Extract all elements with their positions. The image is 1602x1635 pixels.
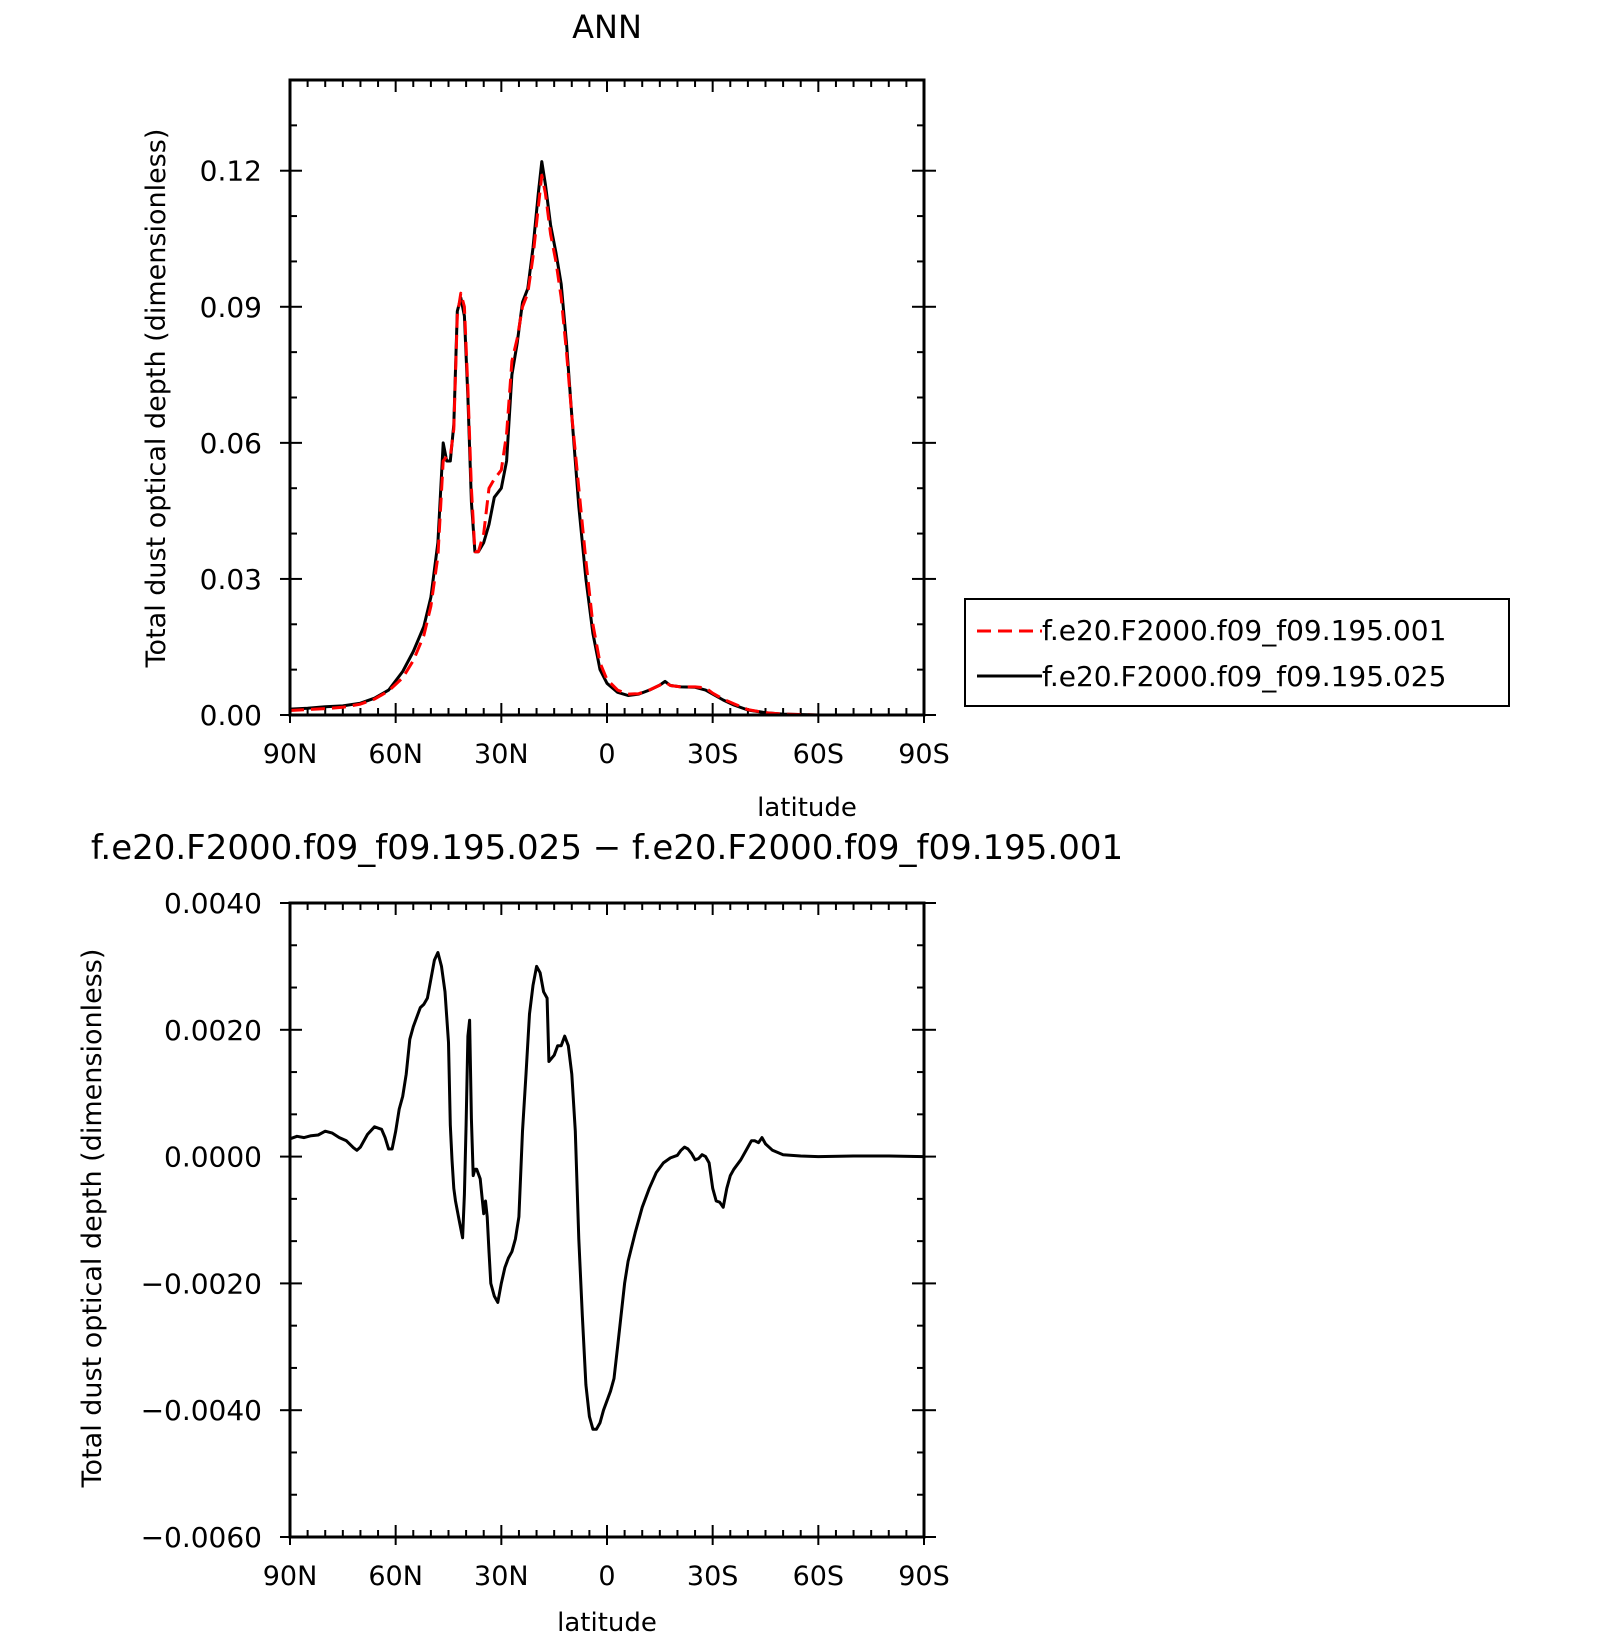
top-x-axis-label: latitude — [757, 793, 857, 823]
bottom-y-tick-label: 0.0020 — [164, 1014, 262, 1047]
top-y-tick-label: 0.06 — [200, 427, 262, 460]
legend-box — [964, 598, 1510, 707]
top-x-tick-label: 30N — [474, 739, 529, 770]
bottom-y-tick-label: 0.0000 — [164, 1141, 262, 1174]
bottom-x-axis-label: latitude — [557, 1608, 657, 1635]
bottom-x-tick-label: 90N — [263, 1561, 318, 1592]
top-series-line-0 — [289, 173, 924, 717]
bottom-x-tick-labels: 90N 60N 30N 0 30S 60S 90S — [263, 1561, 950, 1592]
bottom-x-tick-label: 30N — [474, 1561, 529, 1592]
top-chart-title: ANN — [572, 8, 642, 46]
bottom-y-tick-label: −0.0020 — [141, 1267, 262, 1300]
top-panel: ANN 0.00 0.03 0.06 0.09 0.12 90N 60N 30N 0 30S 60… — [141, 8, 1510, 823]
bottom-series-line-0 — [289, 951, 925, 1431]
bottom-chart-title: f.e20.F2000.f09_f09.195.025 − f.e20.F200… — [91, 828, 1123, 868]
top-y-tick-label: 0.09 — [200, 291, 262, 324]
top-y-axis-label: Total dust optical depth (dimensionless) — [141, 129, 172, 669]
top-x-tick-label: 60N — [368, 739, 423, 770]
bottom-series-group — [289, 951, 925, 1431]
bottom-y-axis-label: Total dust optical depth (dimensionless) — [77, 949, 108, 1489]
top-y-tick-label: 0.03 — [200, 563, 262, 596]
top-y-tick-label: 0.12 — [200, 155, 262, 188]
top-series-line-1 — [289, 160, 924, 717]
legend: f.e20.F2000.f09_f09.195.001 f.e20.F2000.… — [964, 598, 1510, 707]
top-x-tick-label: 90N — [263, 739, 318, 770]
top-x-tick-label: 30S — [687, 739, 739, 770]
top-y-tick-labels: 0.00 0.03 0.06 0.09 0.12 — [200, 155, 262, 732]
bottom-y-tick-label: −0.0060 — [141, 1521, 262, 1554]
top-x-tick-label: 90S — [898, 739, 950, 770]
top-x-tick-label: 0 — [598, 739, 615, 770]
top-series-group — [289, 160, 924, 717]
bottom-panel: f.e20.F2000.f09_f09.195.025 − f.e20.F200… — [77, 828, 1123, 1635]
bottom-x-tick-label: 60S — [793, 1561, 845, 1592]
bottom-y-tick-labels: 0.0040 0.0020 0.0000 −0.0020 −0.0040 −0.0060 — [141, 887, 262, 1554]
top-plot-frame — [288, 78, 926, 717]
bottom-y-tick-label: 0.0040 — [164, 887, 262, 920]
bottom-y-tick-label: −0.0040 — [141, 1394, 262, 1427]
top-ticks — [280, 79, 936, 723]
bottom-x-tick-label: 0 — [598, 1561, 615, 1592]
bottom-x-tick-label: 30S — [687, 1561, 739, 1592]
top-x-tick-labels: 90N 60N 30N 0 30S 60S 90S — [263, 739, 950, 770]
bottom-x-tick-label: 60N — [368, 1561, 423, 1592]
top-x-tick-label: 60S — [793, 739, 845, 770]
legend-label-001: f.e20.F2000.f09_f09.195.001 — [1042, 614, 1446, 647]
top-y-tick-label: 0.00 — [200, 699, 262, 732]
bottom-plot-frame — [288, 901, 926, 1539]
bottom-ticks — [280, 902, 936, 1545]
legend-label-025: f.e20.F2000.f09_f09.195.025 — [1042, 660, 1446, 693]
bottom-x-tick-label: 90S — [898, 1561, 950, 1592]
